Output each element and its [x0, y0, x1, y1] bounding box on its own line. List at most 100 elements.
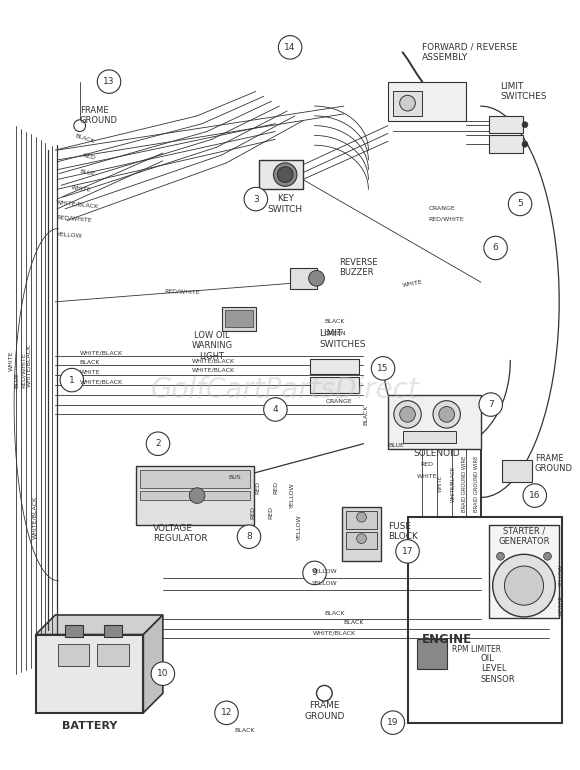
Text: 8: 8	[246, 532, 252, 541]
Bar	[140, 490, 250, 500]
Bar	[388, 82, 466, 121]
Text: BLUE: BLUE	[388, 444, 404, 448]
Bar	[140, 470, 250, 487]
Circle shape	[496, 552, 505, 561]
Text: LIMIT
SWITCHES: LIMIT SWITCHES	[320, 330, 366, 349]
Text: BLACK: BLACK	[324, 611, 345, 615]
Bar	[310, 377, 358, 393]
Circle shape	[244, 187, 267, 211]
Text: WHITE/BLACK: WHITE/BLACK	[26, 344, 31, 387]
Bar	[290, 267, 317, 289]
Text: RED/WHITE: RED/WHITE	[429, 216, 465, 221]
Text: STARTER /
GENERATOR: STARTER / GENERATOR	[498, 527, 550, 546]
Text: RED: RED	[420, 462, 434, 467]
Text: BLACK: BLACK	[343, 621, 364, 625]
Text: OIL
LEVEL
SENSOR: OIL LEVEL SENSOR	[481, 654, 516, 684]
Text: SOLENOID: SOLENOID	[414, 449, 460, 458]
Bar	[136, 466, 254, 525]
Text: 14: 14	[284, 43, 296, 52]
Polygon shape	[143, 615, 163, 713]
Circle shape	[237, 525, 261, 548]
Text: WHITE/BLACK: WHITE/BLACK	[313, 630, 356, 635]
Text: VOLTAGE
REGULATOR: VOLTAGE REGULATOR	[153, 524, 208, 544]
Circle shape	[396, 540, 419, 563]
Text: YELLOW: YELLOW	[57, 232, 83, 239]
Circle shape	[357, 534, 367, 544]
Text: GREEN: GREEN	[324, 330, 346, 336]
Text: YELLOW: YELLOW	[311, 581, 337, 586]
Text: 19: 19	[387, 718, 398, 727]
Circle shape	[479, 393, 502, 417]
Text: YELLOW: YELLOW	[311, 570, 337, 574]
Circle shape	[74, 120, 86, 132]
Text: 12: 12	[221, 708, 232, 718]
Bar	[65, 624, 82, 637]
Circle shape	[381, 711, 405, 735]
Text: FORWARD / REVERSE
ASSEMBLY: FORWARD / REVERSE ASSEMBLY	[422, 42, 518, 62]
Circle shape	[303, 561, 327, 584]
Circle shape	[309, 270, 324, 286]
Text: RED: RED	[251, 506, 256, 519]
Text: WHITE/BLACK: WHITE/BLACK	[192, 368, 235, 373]
Text: WHITE/BLACK: WHITE/BLACK	[192, 358, 235, 363]
Text: BLACK: BLACK	[79, 360, 100, 365]
Circle shape	[522, 122, 528, 128]
Text: 10: 10	[157, 669, 169, 678]
Text: WHITE: WHITE	[417, 474, 437, 478]
Bar	[310, 359, 358, 374]
Circle shape	[151, 662, 175, 685]
Text: WHITE: WHITE	[438, 475, 443, 492]
Circle shape	[492, 554, 555, 617]
Circle shape	[357, 512, 367, 522]
Text: YELLOW: YELLOW	[559, 564, 564, 587]
Text: 7: 7	[488, 400, 494, 409]
Circle shape	[505, 566, 543, 605]
Circle shape	[317, 685, 332, 701]
Text: 6: 6	[493, 243, 498, 253]
Text: BLACK: BLACK	[364, 404, 368, 424]
Circle shape	[543, 552, 552, 561]
Text: ORANGE: ORANGE	[325, 399, 353, 404]
Text: RED: RED	[269, 506, 273, 519]
Text: 2: 2	[155, 439, 161, 448]
Circle shape	[523, 484, 546, 507]
Text: ORANGE: ORANGE	[429, 206, 455, 211]
Text: 9: 9	[311, 568, 317, 578]
Text: BLACK: BLACK	[234, 728, 255, 733]
Text: 17: 17	[402, 547, 414, 556]
Text: BATTERY: BATTERY	[62, 721, 117, 731]
Text: WHITE/BLACK: WHITE/BLACK	[79, 350, 123, 355]
Text: WHITE: WHITE	[402, 280, 423, 289]
Text: WHITE: WHITE	[79, 370, 100, 375]
Bar	[346, 511, 377, 529]
Bar	[346, 532, 377, 550]
Circle shape	[189, 487, 205, 504]
Text: FUSE
BLOCK: FUSE BLOCK	[388, 522, 418, 541]
Text: GolfCartPartsDirect: GolfCartPartsDirect	[151, 376, 420, 404]
Text: MOTOR: MOTOR	[559, 595, 564, 615]
Text: 3: 3	[253, 195, 259, 203]
Text: FRAME
GROUND: FRAME GROUND	[304, 701, 345, 721]
Circle shape	[146, 432, 170, 456]
Text: RED/WHITE: RED/WHITE	[56, 215, 92, 223]
Text: FRAME
GROUND: FRAME GROUND	[535, 454, 573, 473]
Text: RED: RED	[273, 481, 278, 494]
Circle shape	[273, 162, 297, 186]
Bar	[35, 634, 143, 713]
Text: 4: 4	[273, 405, 278, 414]
Text: 16: 16	[529, 491, 541, 500]
Text: YELLOW: YELLOW	[298, 514, 302, 540]
Text: BRAID GROUND WIRE: BRAID GROUND WIRE	[462, 456, 467, 512]
Bar	[418, 639, 447, 669]
Text: RED: RED	[82, 153, 96, 161]
Bar	[388, 395, 481, 449]
Text: BLUE: BLUE	[14, 372, 20, 388]
Bar	[222, 306, 256, 331]
Circle shape	[433, 400, 461, 428]
Text: LOW OIL
WARNING
LIGHT: LOW OIL WARNING LIGHT	[191, 331, 233, 361]
Bar	[259, 160, 303, 189]
Text: FRAME
GROUND: FRAME GROUND	[79, 106, 118, 126]
Text: RED/WHITE: RED/WHITE	[165, 289, 200, 295]
Text: WHITE: WHITE	[9, 350, 14, 371]
Circle shape	[97, 70, 121, 93]
